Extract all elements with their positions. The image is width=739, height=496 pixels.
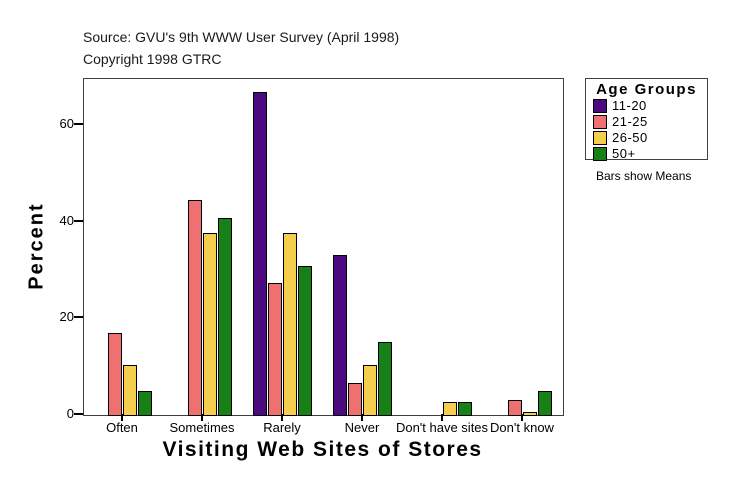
source-text: Source: GVU's 9th WWW User Survey (April… [83,29,400,45]
plot-area [83,78,564,416]
y-tick-label: 60 [59,116,74,131]
x-tick-mark [441,414,443,421]
bar-26-50-never [363,365,377,416]
bar-50+-never [378,342,392,416]
legend-swatch-icon [593,147,607,161]
legend-swatch-icon [593,115,607,129]
y-tick-mark [74,123,83,125]
legend-item: 21-25 [593,114,707,130]
bar-21-25-sometimes [188,200,202,416]
x-tick-mark [281,414,283,421]
legend-items: 11-20 21-25 26-50 50+ [586,98,707,162]
legend-item-label: 21-25 [612,114,648,129]
bar-11-20-never [333,255,347,416]
legend-title: Age Groups [596,81,697,98]
bar-50+-sometimes [218,218,232,416]
y-tick-label: 20 [59,309,74,324]
bar-21-25-never [348,383,362,416]
x-category-label: Sometimes [169,420,235,435]
bar-26-50-don-t-have-sites [443,402,457,416]
y-tick-label: 0 [66,406,74,421]
bar-26-50-rarely [283,233,297,416]
x-tick-mark [521,414,523,421]
bar-26-50-sometimes [203,233,217,416]
y-tick-mark [74,413,83,415]
legend-item-label: 26-50 [612,130,648,145]
y-tick-mark [74,220,83,222]
bar-21-25-don-t-know [508,400,522,416]
legend-swatch-icon [593,99,607,113]
legend-item: 50+ [593,146,707,162]
bar-26-50-often [123,365,137,416]
legend-item-label: 11-20 [612,98,647,113]
y-tick-mark [74,316,83,318]
x-category-label: Don't have sites [395,420,489,435]
bar-21-25-often [108,333,122,416]
x-tick-mark [121,414,123,421]
legend-note: Bars show Means [596,169,692,183]
y-tick-label: 40 [59,213,74,228]
legend-item: 11-20 [593,98,707,114]
legend-item: 26-50 [593,130,707,146]
x-category-label: Don't know [490,420,554,435]
x-tick-mark [201,414,203,421]
bar-26-50-don-t-know [523,412,537,416]
bar-50+-often [138,391,152,416]
legend-item-label: 50+ [612,146,636,161]
copyright-text: Copyright 1998 GTRC [83,51,222,67]
bar-21-25-rarely [268,283,282,416]
legend-box: Age Groups 11-20 21-25 26-50 50+ [585,78,708,162]
x-category-label: Often [106,420,138,435]
bar-50+-don-t-have-sites [458,402,472,416]
legend-swatch-icon [593,131,607,145]
x-tick-mark [361,414,363,421]
bar-50+-don-t-know [538,391,552,416]
x-category-label: Rarely [263,420,301,435]
x-category-label: Never [344,420,380,435]
x-axis-title: Visiting Web Sites of Stores [162,438,483,461]
bar-11-20-rarely [253,92,267,416]
bar-50+-rarely [298,266,312,416]
